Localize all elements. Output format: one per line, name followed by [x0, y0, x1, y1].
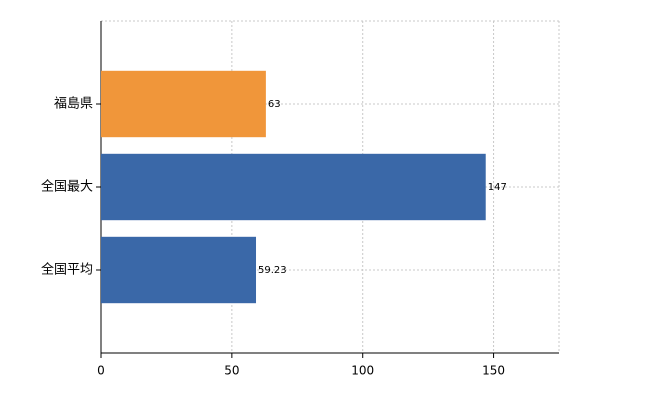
- y-tick-label: 全国最大: [41, 179, 93, 195]
- x-tick-label: 50: [224, 364, 239, 378]
- y-tick-label: 福島県: [54, 97, 93, 112]
- bar: [101, 70, 266, 138]
- value-label: 63: [268, 99, 281, 110]
- x-tick-label: 0: [97, 364, 105, 378]
- x-tick-label: 150: [482, 364, 505, 378]
- value-label: 59.23: [258, 265, 287, 276]
- bar: [101, 236, 257, 304]
- value-label: 147: [488, 182, 507, 193]
- bar: [101, 153, 486, 221]
- x-tick-label: 100: [351, 364, 374, 378]
- y-tick-label: 全国平均: [41, 262, 93, 278]
